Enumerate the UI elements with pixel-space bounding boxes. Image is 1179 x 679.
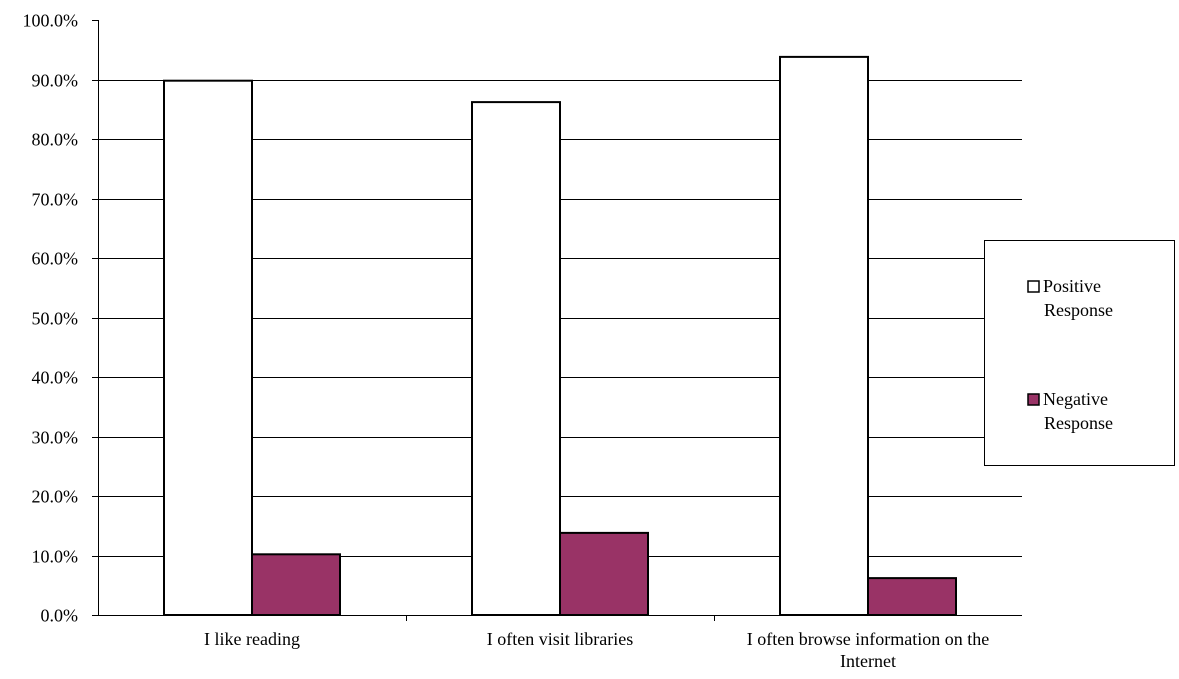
legend-swatch-negative — [1027, 393, 1040, 406]
y-tick-label: 0.0% — [41, 606, 79, 626]
bars — [163, 55, 957, 617]
bar-negative — [867, 577, 957, 616]
y-tick-label: 60.0% — [32, 249, 79, 269]
legend-swatch-positive — [1027, 280, 1040, 293]
y-tick-label: 80.0% — [32, 130, 79, 150]
y-tick-label: 20.0% — [32, 487, 79, 507]
legend-label-line: Positive — [1043, 276, 1101, 296]
bar-positive — [779, 55, 869, 616]
x-category-label-line: I often browse information on the — [747, 629, 989, 649]
legend-label-line: Response — [1044, 300, 1113, 320]
x-category-label: I often visit libraries — [487, 629, 633, 649]
x-category-label-line: Internet — [840, 651, 896, 671]
bar-negative — [251, 553, 341, 616]
legend-box — [984, 240, 1175, 466]
x-category-label: I like reading — [204, 629, 300, 649]
bar-positive — [471, 101, 561, 617]
legend-label: Positive Response — [1043, 276, 1113, 320]
x-category-label-line: I like reading — [204, 629, 300, 649]
y-tick-label: 90.0% — [32, 71, 79, 91]
legend-label-line: Response — [1044, 413, 1113, 433]
y-tick-label: 10.0% — [32, 547, 79, 567]
legend: Positive Response Negative Response — [984, 240, 1175, 466]
bar-negative — [559, 531, 649, 617]
x-category-labels: I like reading I often visit libraries I o… — [204, 629, 989, 671]
bar-positive — [163, 79, 253, 616]
y-tick-label: 50.0% — [32, 309, 79, 329]
y-tick-label: 30.0% — [32, 428, 79, 448]
x-category-label: I often browse information on the Interne… — [747, 629, 989, 671]
y-tick-label: 40.0% — [32, 368, 79, 388]
y-tick-label: 70.0% — [32, 190, 79, 210]
x-category-label-line: I often visit libraries — [487, 629, 633, 649]
y-tick-label: 100.0% — [23, 11, 79, 31]
legend-label: Negative Response — [1043, 389, 1113, 433]
legend-label-line: Negative — [1043, 389, 1108, 409]
y-tick-labels: 0.0% 10.0% 20.0% 30.0% 40.0% 50.0% 60.0% 70.0% 8… — [23, 11, 79, 626]
axes — [92, 20, 1022, 621]
